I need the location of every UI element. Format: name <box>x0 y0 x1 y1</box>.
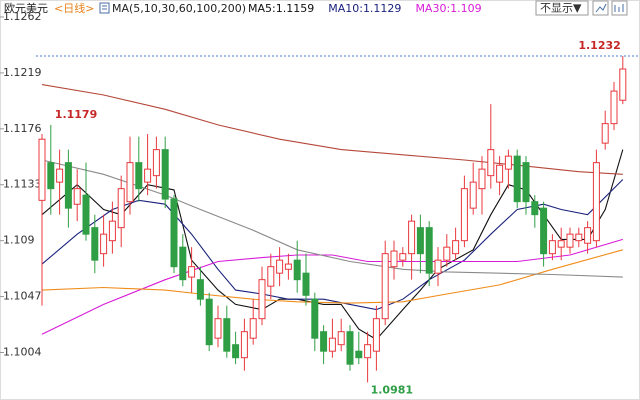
candle-body <box>513 155 521 203</box>
price-annotation: 1.1232 <box>578 39 620 52</box>
candle-body <box>381 253 389 320</box>
candle-body <box>276 259 284 274</box>
candle-body <box>601 123 609 144</box>
candle-body <box>126 162 134 203</box>
legend-entry: MA5:1.1159 <box>248 2 314 15</box>
candle-body <box>478 168 486 190</box>
y-tick-label: 1.1133 <box>3 178 42 191</box>
candle-body <box>161 149 169 200</box>
toggle-text: 不显示▼ <box>540 2 582 15</box>
candle-body <box>232 344 240 359</box>
candle-body <box>205 298 213 346</box>
candle-body <box>117 188 125 229</box>
price-annotation: 1.0981 <box>371 383 413 396</box>
y-tick-label: 1.1004 <box>3 345 42 358</box>
ma-line <box>41 84 623 175</box>
candle-body <box>416 227 424 255</box>
y-tick-label: 1.1262 <box>3 10 42 23</box>
ma-line <box>41 238 623 335</box>
candle-body <box>372 318 380 352</box>
candle-body <box>91 227 99 261</box>
candle-body <box>240 331 248 359</box>
candle-body <box>258 279 266 320</box>
candle-body <box>584 227 592 244</box>
ma-icon[interactable] <box>99 2 110 14</box>
legend-entry: MA10:1.1129 <box>328 2 401 15</box>
candle-body <box>108 220 116 242</box>
ma-line <box>41 159 623 278</box>
candle-body <box>548 240 556 255</box>
price-annotation: 1.1179 <box>55 108 97 121</box>
symbol: 欧元美元 <box>4 2 48 15</box>
candle-body <box>434 259 442 274</box>
candle-body <box>425 227 433 274</box>
candle-body <box>135 162 143 190</box>
y-tick-label: 1.1176 <box>3 122 42 135</box>
candle-body <box>540 207 548 255</box>
y-tick-label: 1.109 <box>3 234 35 247</box>
icon-glyph <box>595 3 607 13</box>
candle-body <box>452 240 460 255</box>
candle-body <box>170 198 178 268</box>
candle-body <box>575 233 583 242</box>
candle-body <box>557 240 565 248</box>
candle-body <box>302 272 310 296</box>
candle-body <box>196 279 204 300</box>
candle-body <box>82 194 90 235</box>
candle-body <box>443 246 451 261</box>
candle-body <box>531 201 539 216</box>
candle-body <box>73 188 81 205</box>
ma-line <box>41 179 624 311</box>
candle-body <box>522 162 530 203</box>
candle-body <box>566 233 574 248</box>
candle-body <box>390 250 398 268</box>
candle-body <box>284 263 292 270</box>
candle-body <box>496 164 504 183</box>
candle-body <box>223 318 231 352</box>
candle-body <box>56 168 64 183</box>
candle-body <box>100 233 108 255</box>
candle-body <box>610 90 618 125</box>
candle-body <box>214 318 222 339</box>
y-tick-label: 1.1047 <box>3 290 42 303</box>
period-selector[interactable]: <日线> <box>54 1 94 15</box>
candle-body <box>311 298 319 339</box>
ma-label: MA(5,10,30,60,100,200) <box>112 2 246 15</box>
candle-body <box>337 331 345 346</box>
candle-body <box>47 162 55 190</box>
candle-body <box>346 331 354 365</box>
candle-body <box>144 168 152 183</box>
candle-body <box>504 155 512 170</box>
ma-line <box>41 249 623 304</box>
candle-body <box>592 162 600 242</box>
candle-body <box>249 318 257 339</box>
candle-body <box>408 220 416 255</box>
candle-body <box>460 188 468 242</box>
candle-body <box>293 259 301 281</box>
legend-entry: MA30:1.109 <box>415 2 481 15</box>
candle-body <box>267 266 275 287</box>
candle-body <box>619 68 627 101</box>
candle-body <box>399 253 407 261</box>
candle-body <box>355 350 363 359</box>
candle-body <box>487 149 495 177</box>
candle-body <box>469 181 477 209</box>
candle-body <box>38 138 46 201</box>
candle-body <box>179 246 187 281</box>
candle-body <box>188 266 196 278</box>
candle-body <box>320 331 328 352</box>
candle-body <box>64 162 72 209</box>
icon-glyph <box>614 4 624 12</box>
toggle-button[interactable] <box>535 0 589 16</box>
candle-body <box>364 344 372 359</box>
y-tick-label: 1.1219 <box>3 66 42 79</box>
candle-body <box>152 149 160 177</box>
candle-body <box>328 337 336 352</box>
